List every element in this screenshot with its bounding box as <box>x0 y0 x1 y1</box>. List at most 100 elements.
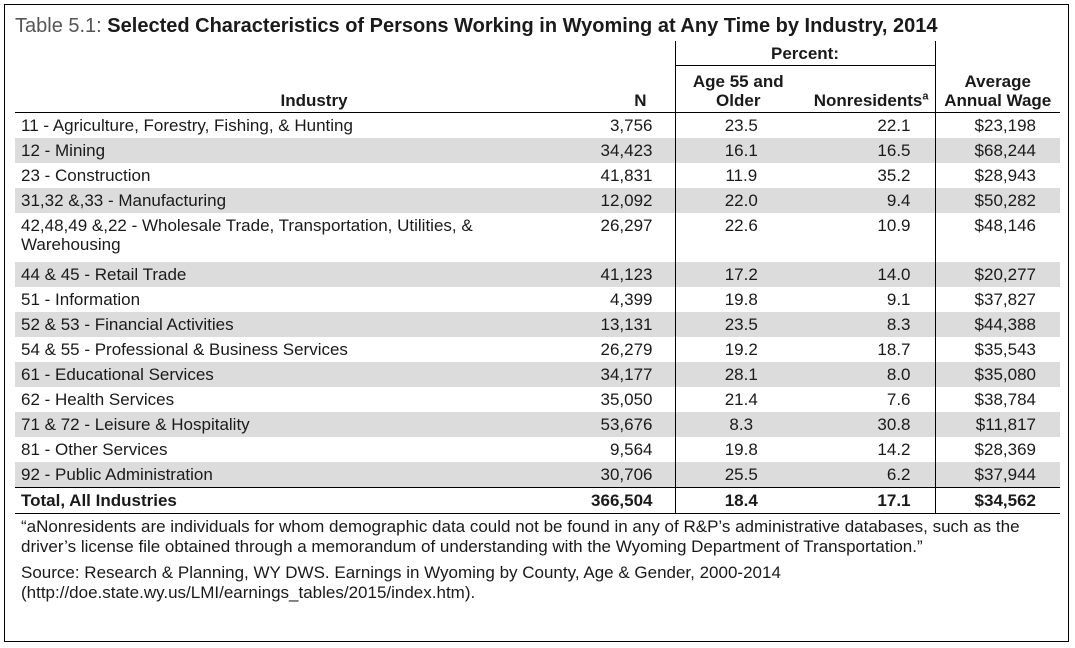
table-row: 23 - Construction 41,831 11.9 35.2 $28,9… <box>15 163 1060 188</box>
table-number: Table 5.1: <box>15 15 102 37</box>
industry-cell: 31,32 &,33 - Manufacturing <box>21 191 227 210</box>
nonresidents-cell: 35.2 <box>877 166 911 185</box>
nonresidents-cell: 6.2 <box>886 465 911 484</box>
age-cell: 21.4 <box>674 387 801 412</box>
total-wage-cell: $34,562 <box>934 487 1060 514</box>
n-cell: 3,756 <box>609 116 653 135</box>
industry-cell: 61 - Educational Services <box>21 365 214 384</box>
age-cell: 28.1 <box>674 362 801 387</box>
n-cell: 30,706 <box>600 465 653 484</box>
n-cell: 13,131 <box>600 315 653 334</box>
table-row: 61 - Educational Services 34,177 28.1 8.… <box>15 362 1060 387</box>
n-cell: 26,297 <box>600 216 653 235</box>
nonresidents-cell: 9.4 <box>886 191 911 210</box>
industry-cell: 51 - Information <box>21 290 141 309</box>
age-cell: 19.8 <box>674 437 801 462</box>
nonresidents-cell: 8.0 <box>886 365 911 384</box>
data-table: Percent: Industry N Age 55 and Older Non… <box>15 41 1060 514</box>
table-row: 42,48,49 &,22 - Wholesale Trade, Transpo… <box>15 213 1060 262</box>
table-frame: Table 5.1: Selected Characteristics of P… <box>4 4 1069 642</box>
table-notes: “aNonresidents are individuals for whom … <box>21 517 1061 609</box>
table-row: 52 & 53 - Financial Activities 13,131 23… <box>15 312 1060 337</box>
total-nonresidents-cell: 17.1 <box>877 491 911 510</box>
total-age-cell: 18.4 <box>674 487 801 514</box>
total-industry-cell: Total, All Industries <box>21 491 177 510</box>
table-row: 11 - Agriculture, Forestry, Fishing, & H… <box>15 112 1060 138</box>
wage-cell: $38,784 <box>934 387 1060 412</box>
total-n-cell: 366,504 <box>591 491 653 510</box>
data-table-container: Percent: Industry N Age 55 and Older Non… <box>15 41 1060 514</box>
industry-cell: 62 - Health Services <box>21 390 175 409</box>
wage-cell: $68,244 <box>934 138 1060 163</box>
nonresidents-header: Nonresidentsa <box>801 66 935 113</box>
wage-cell: $23,198 <box>934 112 1060 138</box>
nonresidents-cell: 16.5 <box>877 141 911 160</box>
wage-cell: $50,282 <box>934 188 1060 213</box>
industry-cell: 54 & 55 - Professional & Business Servic… <box>21 340 348 359</box>
nonresidents-cell: 9.1 <box>886 290 911 309</box>
n-cell: 53,676 <box>600 415 653 434</box>
nonresidents-footnote-marker: a <box>922 90 929 103</box>
age-cell: 22.6 <box>674 213 801 262</box>
age-cell: 16.1 <box>674 138 801 163</box>
nonresidents-cell: 10.9 <box>877 216 911 235</box>
table-row: 81 - Other Services 9,564 19.8 14.2 $28,… <box>15 437 1060 462</box>
n-cell: 26,279 <box>600 340 653 359</box>
industry-cell: 42,48,49 &,22 - Wholesale Trade, Transpo… <box>21 216 473 254</box>
wage-cell: $35,080 <box>934 362 1060 387</box>
age-cell: 17.2 <box>674 262 801 287</box>
industry-cell: 92 - Public Administration <box>21 465 213 484</box>
source-note: Source: Research & Planning, WY DWS. Ear… <box>21 563 781 602</box>
age-cell: 23.5 <box>674 312 801 337</box>
nonresidents-cell: 7.6 <box>886 390 911 409</box>
age-cell: 19.8 <box>674 287 801 312</box>
nonresidents-cell: 22.1 <box>877 116 911 135</box>
table-title-text: Selected Characteristics of Persons Work… <box>107 15 938 37</box>
n-cell: 4,399 <box>609 290 653 309</box>
industry-cell: 12 - Mining <box>21 141 106 160</box>
table-row: 92 - Public Administration 30,706 25.5 6… <box>15 462 1060 488</box>
wage-cell: $48,146 <box>934 213 1060 262</box>
wage-cell: $28,369 <box>934 437 1060 462</box>
footnote: “aNonresidents are individuals for whom … <box>21 517 1020 556</box>
wage-cell: $28,943 <box>934 163 1060 188</box>
wage-cell: $11,817 <box>934 412 1060 437</box>
table-row: 51 - Information 4,399 19.8 9.1 $37,827 <box>15 287 1060 312</box>
n-cell: 34,423 <box>600 141 653 160</box>
wage-cell: $35,543 <box>934 337 1060 362</box>
industry-cell: 81 - Other Services <box>21 440 168 459</box>
nonresidents-cell: 30.8 <box>877 415 911 434</box>
industry-cell: 52 & 53 - Financial Activities <box>21 315 234 334</box>
n-cell: 9,564 <box>609 440 653 459</box>
industry-cell: 23 - Construction <box>21 166 151 185</box>
nonresidents-cell: 8.3 <box>886 315 911 334</box>
nonresidents-cell: 18.7 <box>877 340 911 359</box>
total-row: Total, All Industries 366,504 18.4 17.1 … <box>15 487 1060 514</box>
age-cell: 23.5 <box>674 112 801 138</box>
nonresidents-cell: 14.0 <box>877 265 911 284</box>
n-header: N <box>634 91 647 110</box>
n-cell: 34,177 <box>600 365 653 384</box>
wage-cell: $44,388 <box>934 312 1060 337</box>
n-cell: 41,123 <box>600 265 653 284</box>
wage-header: Average Annual Wage <box>934 65 1060 113</box>
age-cell: 22.0 <box>674 188 801 213</box>
n-cell: 12,092 <box>600 191 653 210</box>
table-row: 54 & 55 - Professional & Business Servic… <box>15 337 1060 362</box>
table-row: 44 & 45 - Retail Trade 41,123 17.2 14.0 … <box>15 262 1060 287</box>
table-row: 12 - Mining 34,423 16.1 16.5 $68,244 <box>15 138 1060 163</box>
wage-cell: $20,277 <box>934 262 1060 287</box>
table-title: Table 5.1: Selected Characteristics of P… <box>15 13 938 39</box>
age-cell: 8.3 <box>674 412 801 437</box>
age-header: Age 55 and Older <box>674 65 801 113</box>
industry-cell: 71 & 72 - Leisure & Hospitality <box>21 415 250 434</box>
age-cell: 11.9 <box>674 163 801 188</box>
age-cell: 25.5 <box>674 462 801 488</box>
nonresidents-cell: 14.2 <box>877 440 911 459</box>
wage-cell: $37,827 <box>934 287 1060 312</box>
table-row: 31,32 &,33 - Manufacturing 12,092 22.0 9… <box>15 188 1060 213</box>
nonresidents-header-text: Nonresidents <box>813 91 923 110</box>
wage-cell: $37,944 <box>934 462 1060 488</box>
age-cell: 19.2 <box>674 337 801 362</box>
industry-header: Industry <box>280 91 348 110</box>
